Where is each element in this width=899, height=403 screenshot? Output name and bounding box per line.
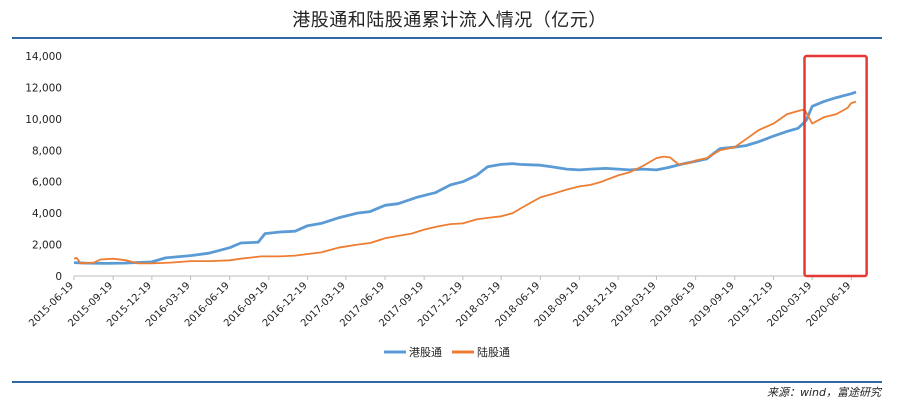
y-tick-label: 14,000 — [25, 51, 62, 63]
legend: 港股通 陆股通 — [384, 345, 510, 359]
legend-label-2: 陆股通 — [477, 345, 510, 359]
x-axis: 2015-06-192015-09-192015-12-192016-03-19… — [27, 275, 856, 329]
y-tick-label: 6,000 — [32, 177, 62, 189]
series-line-2 — [73, 100, 857, 265]
y-axis: 0 2,000 4,000 6,000 8,000 10,000 12,000 14,000 — [25, 51, 62, 283]
y-tick-label: 0 — [55, 271, 62, 283]
y-tick-label: 4,000 — [32, 208, 62, 220]
bottom-divider — [12, 381, 882, 383]
chart-title: 港股通和陆股通累计流入情况（亿元） — [292, 10, 607, 31]
annotation-layer — [803, 54, 868, 278]
source-note: 来源：wind，富途研究 — [766, 386, 881, 399]
series-line-1 — [73, 90, 857, 265]
top-divider — [12, 37, 882, 39]
y-tick-label: 2,000 — [32, 240, 62, 252]
y-tick-label: 10,000 — [25, 114, 62, 126]
y-tick-label: 12,000 — [25, 82, 62, 94]
highlight-box — [803, 54, 868, 278]
legend-label-1: 港股通 — [409, 346, 442, 359]
y-tick-label: 8,000 — [32, 145, 62, 157]
series-layer — [73, 90, 857, 265]
